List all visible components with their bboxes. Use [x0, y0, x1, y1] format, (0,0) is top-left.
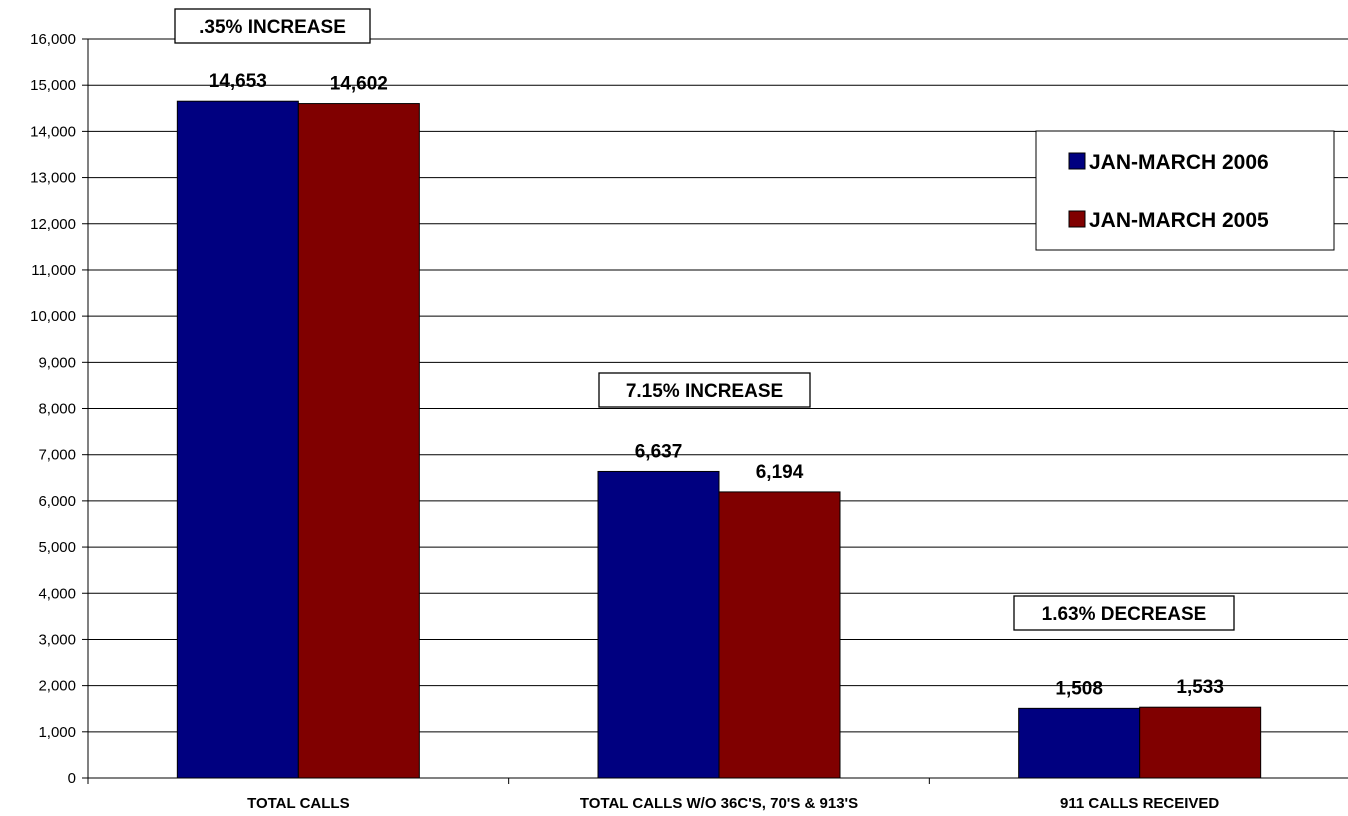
annotation-label: .35% INCREASE: [199, 17, 346, 38]
annotation-box: [598, 372, 811, 408]
y-tick-label: 6,000: [38, 493, 76, 510]
y-tick-label: 3,000: [38, 631, 76, 648]
x-category-label: TOTAL CALLS: [247, 795, 350, 812]
bar: [718, 491, 841, 779]
data-label: 6,637: [635, 441, 683, 462]
bar: [176, 100, 299, 779]
bar: [297, 103, 420, 779]
data-label: 1,533: [1176, 677, 1224, 698]
legend-label: JAN-MARCH 2005: [1089, 209, 1269, 232]
data-label: 6,194: [756, 462, 804, 483]
y-tick-label: 4,000: [38, 585, 76, 602]
bars: [176, 100, 1262, 779]
data-label: 14,602: [330, 74, 388, 95]
y-tick-label: 5,000: [38, 539, 76, 556]
y-tick-label: 14,000: [30, 123, 76, 140]
data-labels: 14,653 14,602 6,637 6,194 1,508 1,533: [209, 71, 1224, 699]
y-tick-label: 7,000: [38, 447, 76, 464]
x-category-label: 911 CALLS RECEIVED: [1060, 795, 1219, 812]
annotations: .35% INCREASE 7.15% INCREASE 1.63% DECREAS…: [174, 8, 1235, 631]
legend: JAN-MARCH 2006 JAN-MARCH 2005: [1035, 130, 1335, 251]
y-tick-label: 15,000: [30, 77, 76, 94]
bar: [597, 470, 720, 779]
bar: [1018, 707, 1141, 779]
legend-swatch: [1068, 210, 1086, 228]
y-tick-label: 8,000: [38, 401, 76, 418]
legend-box: [1035, 130, 1335, 251]
data-label: 1,508: [1055, 678, 1103, 699]
y-tick-label: 16,000: [30, 31, 76, 48]
annotation-box: [1013, 595, 1235, 631]
y-tick-label: 1,000: [38, 724, 76, 741]
y-tick-label: 13,000: [30, 170, 76, 187]
data-label: 14,653: [209, 71, 267, 92]
y-tick-label: 0: [68, 770, 76, 787]
annotation-label: 1.63% DECREASE: [1042, 604, 1207, 625]
legend-swatch: [1068, 152, 1086, 170]
legend-label: JAN-MARCH 2006: [1089, 151, 1269, 174]
annotation-label: 7.15% INCREASE: [626, 381, 783, 402]
bar: [1139, 706, 1262, 779]
x-category-label: TOTAL CALLS W/O 36C'S, 70'S & 913'S: [580, 795, 858, 812]
y-tick-label: 12,000: [30, 216, 76, 233]
y-tick-label: 2,000: [38, 678, 76, 695]
y-tick-label: 11,000: [31, 262, 76, 279]
y-tick-label: 10,000: [30, 308, 76, 325]
annotation-box: [174, 8, 371, 44]
y-tick-label: 9,000: [38, 354, 76, 371]
